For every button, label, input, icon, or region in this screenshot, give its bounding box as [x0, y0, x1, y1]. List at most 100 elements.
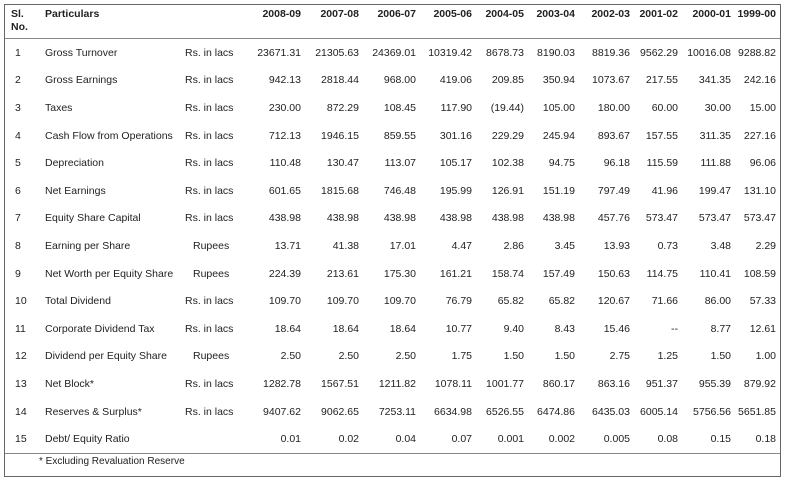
row-value-cell: 96.18	[603, 157, 630, 170]
row-value-cell: 8190.03	[537, 46, 575, 59]
row-value-cell: 438.98	[268, 212, 301, 225]
row-value-cell: 1282.78	[263, 377, 301, 390]
row-value-cell: 12.61	[749, 322, 776, 335]
row-value-cell: 0.18	[755, 433, 776, 446]
row-value-cell: 879.92	[743, 377, 776, 390]
row-value-cell: 111.88	[700, 157, 731, 170]
table-row: 10 Total Dividend Rs. in lacs 109.70 109.70 1…	[5, 287, 780, 315]
row-value-cell: 438.98	[542, 212, 575, 225]
row-value-cell: 8678.73	[486, 46, 524, 59]
row-value-cell: 1078.11	[434, 377, 472, 390]
table-row: 3 Taxes Rs. in lacs 230.00 872.29 108.45 117.9…	[5, 94, 780, 122]
row-value-cell: 30.00	[704, 101, 731, 114]
column-header-year: 2006-07	[363, 5, 420, 39]
row-value-cell: 41.96	[651, 184, 678, 197]
row-value-cell: 199.47	[698, 184, 731, 197]
row-serial-number: 6	[15, 184, 21, 197]
row-value-cell: 114.75	[646, 267, 678, 280]
row-value-cell: 86.00	[704, 295, 731, 308]
row-value-cell: 213.61	[326, 267, 359, 280]
row-value-cell: 1567.51	[321, 377, 359, 390]
row-value-cell: 438.98	[491, 212, 524, 225]
row-value-cell: 1.75	[451, 350, 472, 363]
row-value-cell: 94.75	[548, 157, 575, 170]
row-value-cell: 573.47	[698, 212, 731, 225]
row-value-cell: 872.29	[326, 101, 359, 114]
row-value-cell: 242.16	[743, 74, 776, 87]
row-value-cell: 126.91	[491, 184, 524, 197]
row-particular: Net Worth per Equity Share	[45, 267, 174, 280]
table-row: 5 Depreciation Rs. in lacs 110.48 130.47 113.…	[5, 149, 780, 177]
row-unit: Rs. in lacs	[185, 157, 234, 170]
row-serial-number: 4	[15, 129, 21, 142]
row-value-cell: 6435.03	[592, 405, 630, 418]
row-serial-number: 11	[15, 322, 26, 335]
row-value-cell: 41.38	[332, 239, 359, 252]
header-row: Sl. No. Particulars 2008-09 2007-08 2006-…	[5, 5, 780, 39]
table-row: 6 Net Earnings Rs. in lacs 601.65 1815.68 746…	[5, 177, 780, 205]
row-value-cell: 17.01	[389, 239, 416, 252]
row-unit: Rupees	[193, 267, 230, 280]
row-value-cell: 2.86	[503, 239, 524, 252]
table-row: 14 Reserves & Surplus* Rs. in lacs 9407.62 9…	[5, 398, 780, 426]
row-value-cell: 217.55	[645, 74, 678, 87]
row-particular: Gross Turnover	[45, 46, 118, 59]
row-value-cell: 65.82	[497, 295, 524, 308]
row-unit: Rupees	[193, 239, 230, 252]
row-value-cell: 120.67	[597, 295, 630, 308]
row-particular: Reserves & Surplus*	[45, 405, 142, 418]
row-value-cell: 21305.63	[315, 46, 359, 59]
row-value-cell: 9288.82	[738, 46, 776, 59]
row-value-cell: 3.45	[554, 239, 575, 252]
row-value-cell: 601.65	[268, 184, 301, 197]
row-value-cell: 18.64	[389, 322, 416, 335]
row-value-cell: 180.00	[597, 101, 630, 114]
row-value-cell: 6634.98	[434, 405, 472, 418]
row-value-cell: 863.16	[597, 377, 630, 390]
row-particular: Dividend per Equity Share	[45, 350, 167, 363]
row-value-cell: 7253.11	[378, 405, 416, 418]
header-no: No.	[11, 21, 28, 33]
column-header-year: 2008-09	[245, 5, 305, 39]
column-header-year: 2002-03	[579, 5, 634, 39]
row-particular: Corporate Dividend Tax	[45, 322, 155, 335]
row-value-cell: 2.50	[280, 350, 301, 363]
row-value-cell: 131.10	[743, 184, 776, 197]
row-value-cell: 2.29	[755, 239, 776, 252]
row-serial-number: 12	[15, 350, 27, 363]
row-value-cell: 1.50	[710, 350, 731, 363]
row-unit: Rs. in lacs	[185, 322, 234, 335]
row-value-cell: 301.16	[439, 129, 472, 142]
row-value-cell: 110.48	[269, 157, 301, 170]
row-value-cell: 438.98	[439, 212, 472, 225]
row-serial-number: 13	[15, 377, 27, 390]
column-header-unit	[183, 5, 245, 39]
row-value-cell: 438.98	[383, 212, 416, 225]
row-value-cell: 102.38	[491, 157, 524, 170]
row-value-cell: 150.63	[597, 267, 630, 280]
row-value-cell: 942.13	[268, 74, 301, 87]
row-value-cell: 8819.36	[592, 46, 630, 59]
row-value-cell: 229.29	[491, 129, 524, 142]
row-value-cell: 18.64	[274, 322, 301, 335]
row-value-cell: 8.77	[710, 322, 731, 335]
table-row: 15 Debt/ Equity Ratio 0.01 0.02 0.04 0.07 0.00…	[5, 425, 780, 453]
row-serial-number: 3	[15, 101, 21, 114]
row-value-cell: 9.40	[503, 322, 524, 335]
row-value-cell: 3.48	[710, 239, 731, 252]
row-value-cell: 0.73	[657, 239, 678, 252]
row-value-cell: 350.94	[542, 74, 575, 87]
row-value-cell: 230.00	[268, 101, 301, 114]
row-value-cell: 9062.65	[321, 405, 359, 418]
row-value-cell: 105.17	[439, 157, 472, 170]
row-value-cell: 57.33	[749, 295, 776, 308]
row-unit	[183, 425, 245, 453]
row-value-cell: 1.00	[755, 350, 776, 363]
row-value-cell: 2.75	[609, 350, 630, 363]
row-value-cell: 60.00	[651, 101, 678, 114]
row-value-cell: 0.15	[710, 433, 731, 446]
row-value-cell: 245.94	[542, 129, 575, 142]
column-header-year: 2004-05	[476, 5, 528, 39]
row-value-cell: 15.46	[603, 322, 630, 335]
column-header-year: 1999-00	[735, 5, 780, 39]
